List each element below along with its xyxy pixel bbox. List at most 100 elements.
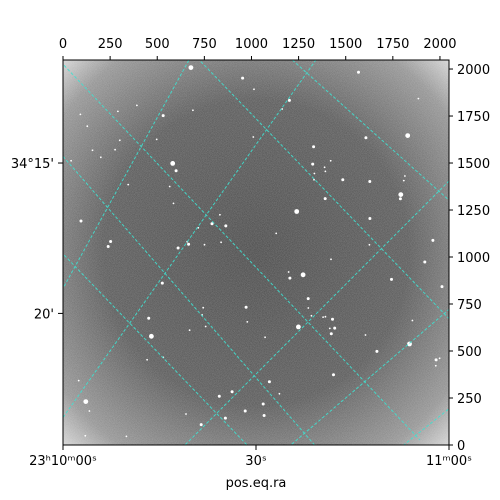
star bbox=[323, 197, 327, 201]
star bbox=[149, 333, 154, 339]
star bbox=[136, 104, 138, 107]
grid-line bbox=[198, 60, 449, 320]
star bbox=[161, 114, 165, 118]
x-tick-label: 250 bbox=[98, 37, 123, 52]
y-tick-label: 1250 bbox=[457, 204, 490, 219]
star bbox=[99, 156, 102, 159]
x-tick-label: 1000 bbox=[235, 37, 268, 52]
x-axis-label: pos.eq.ra bbox=[226, 476, 287, 491]
star bbox=[405, 133, 411, 139]
star bbox=[210, 222, 214, 226]
star bbox=[398, 192, 404, 198]
star bbox=[411, 319, 414, 322]
grid-line bbox=[402, 408, 449, 445]
star bbox=[79, 113, 82, 116]
grid-line bbox=[63, 63, 421, 441]
star bbox=[170, 161, 176, 166]
star bbox=[160, 281, 164, 285]
star bbox=[84, 434, 87, 437]
star bbox=[109, 240, 113, 243]
star bbox=[296, 324, 301, 330]
star bbox=[77, 379, 80, 382]
star bbox=[300, 272, 306, 278]
star bbox=[261, 402, 265, 406]
y-tick-label: 250 bbox=[457, 392, 482, 407]
star bbox=[313, 172, 316, 175]
star bbox=[188, 65, 194, 70]
star bbox=[312, 145, 316, 149]
star bbox=[368, 217, 372, 220]
star bbox=[192, 109, 194, 112]
star bbox=[357, 70, 360, 74]
star bbox=[307, 307, 310, 309]
x-tick-label: 750 bbox=[192, 37, 217, 52]
x-tick-label: 1250 bbox=[282, 37, 315, 52]
grid-line bbox=[63, 155, 316, 445]
grid-line bbox=[63, 60, 190, 290]
star bbox=[267, 380, 271, 384]
star bbox=[440, 285, 444, 289]
star bbox=[322, 316, 324, 318]
star bbox=[202, 306, 205, 309]
star bbox=[278, 392, 281, 395]
y-tick-label: 1500 bbox=[457, 157, 490, 172]
star bbox=[434, 358, 438, 362]
dec-tick-label: 34°15' bbox=[11, 157, 54, 172]
star bbox=[70, 159, 72, 162]
star bbox=[329, 159, 332, 162]
pixel-axes: 0 250 500 750 1000 1250 1500 1750 2000 0 250 500 750… bbox=[59, 37, 490, 454]
star bbox=[288, 276, 292, 280]
star bbox=[127, 183, 130, 186]
star bbox=[313, 178, 315, 181]
grid-line bbox=[291, 60, 449, 201]
x-tick-label: 0 bbox=[59, 37, 67, 52]
coordinate-grid bbox=[63, 60, 449, 445]
star bbox=[219, 213, 221, 216]
star bbox=[264, 336, 266, 339]
star bbox=[204, 325, 207, 328]
world-axes: 23ʰ10ᵐ00ˢ 30ˢ 11ᵐ00ˢ 34°15' 20' bbox=[11, 157, 472, 469]
star bbox=[147, 316, 151, 320]
star bbox=[390, 277, 393, 281]
star bbox=[220, 241, 223, 244]
star bbox=[203, 243, 206, 246]
star bbox=[174, 169, 178, 173]
star bbox=[311, 162, 315, 166]
star bbox=[328, 327, 331, 330]
star bbox=[341, 178, 345, 182]
star bbox=[79, 219, 83, 223]
image-noise bbox=[63, 60, 449, 445]
star bbox=[404, 175, 406, 177]
star bbox=[241, 76, 245, 80]
grid-line bbox=[63, 253, 248, 445]
x-tick-label: 1500 bbox=[329, 37, 362, 52]
star bbox=[83, 399, 89, 404]
star bbox=[287, 271, 290, 273]
star bbox=[217, 394, 221, 398]
star bbox=[125, 435, 128, 438]
star bbox=[368, 243, 371, 246]
grid-line bbox=[63, 60, 317, 419]
star bbox=[91, 149, 94, 152]
star bbox=[423, 260, 427, 264]
star bbox=[306, 297, 310, 301]
star bbox=[375, 349, 379, 353]
star bbox=[172, 202, 175, 205]
star bbox=[262, 414, 266, 417]
star bbox=[310, 314, 313, 317]
star bbox=[252, 136, 255, 138]
star bbox=[368, 180, 372, 183]
x-tick-label: 1750 bbox=[376, 37, 409, 52]
star bbox=[434, 364, 437, 367]
star bbox=[364, 334, 367, 336]
dec-tick-label: 20' bbox=[34, 307, 54, 322]
y-tick-label: 2000 bbox=[457, 63, 490, 78]
sky-image bbox=[63, 60, 449, 445]
star bbox=[86, 125, 89, 128]
ra-tick-label: 11ᵐ00ˢ bbox=[426, 454, 472, 469]
star bbox=[118, 139, 121, 142]
grid-line bbox=[184, 180, 449, 445]
star bbox=[88, 410, 91, 412]
y-tick-label: 1000 bbox=[457, 251, 490, 266]
